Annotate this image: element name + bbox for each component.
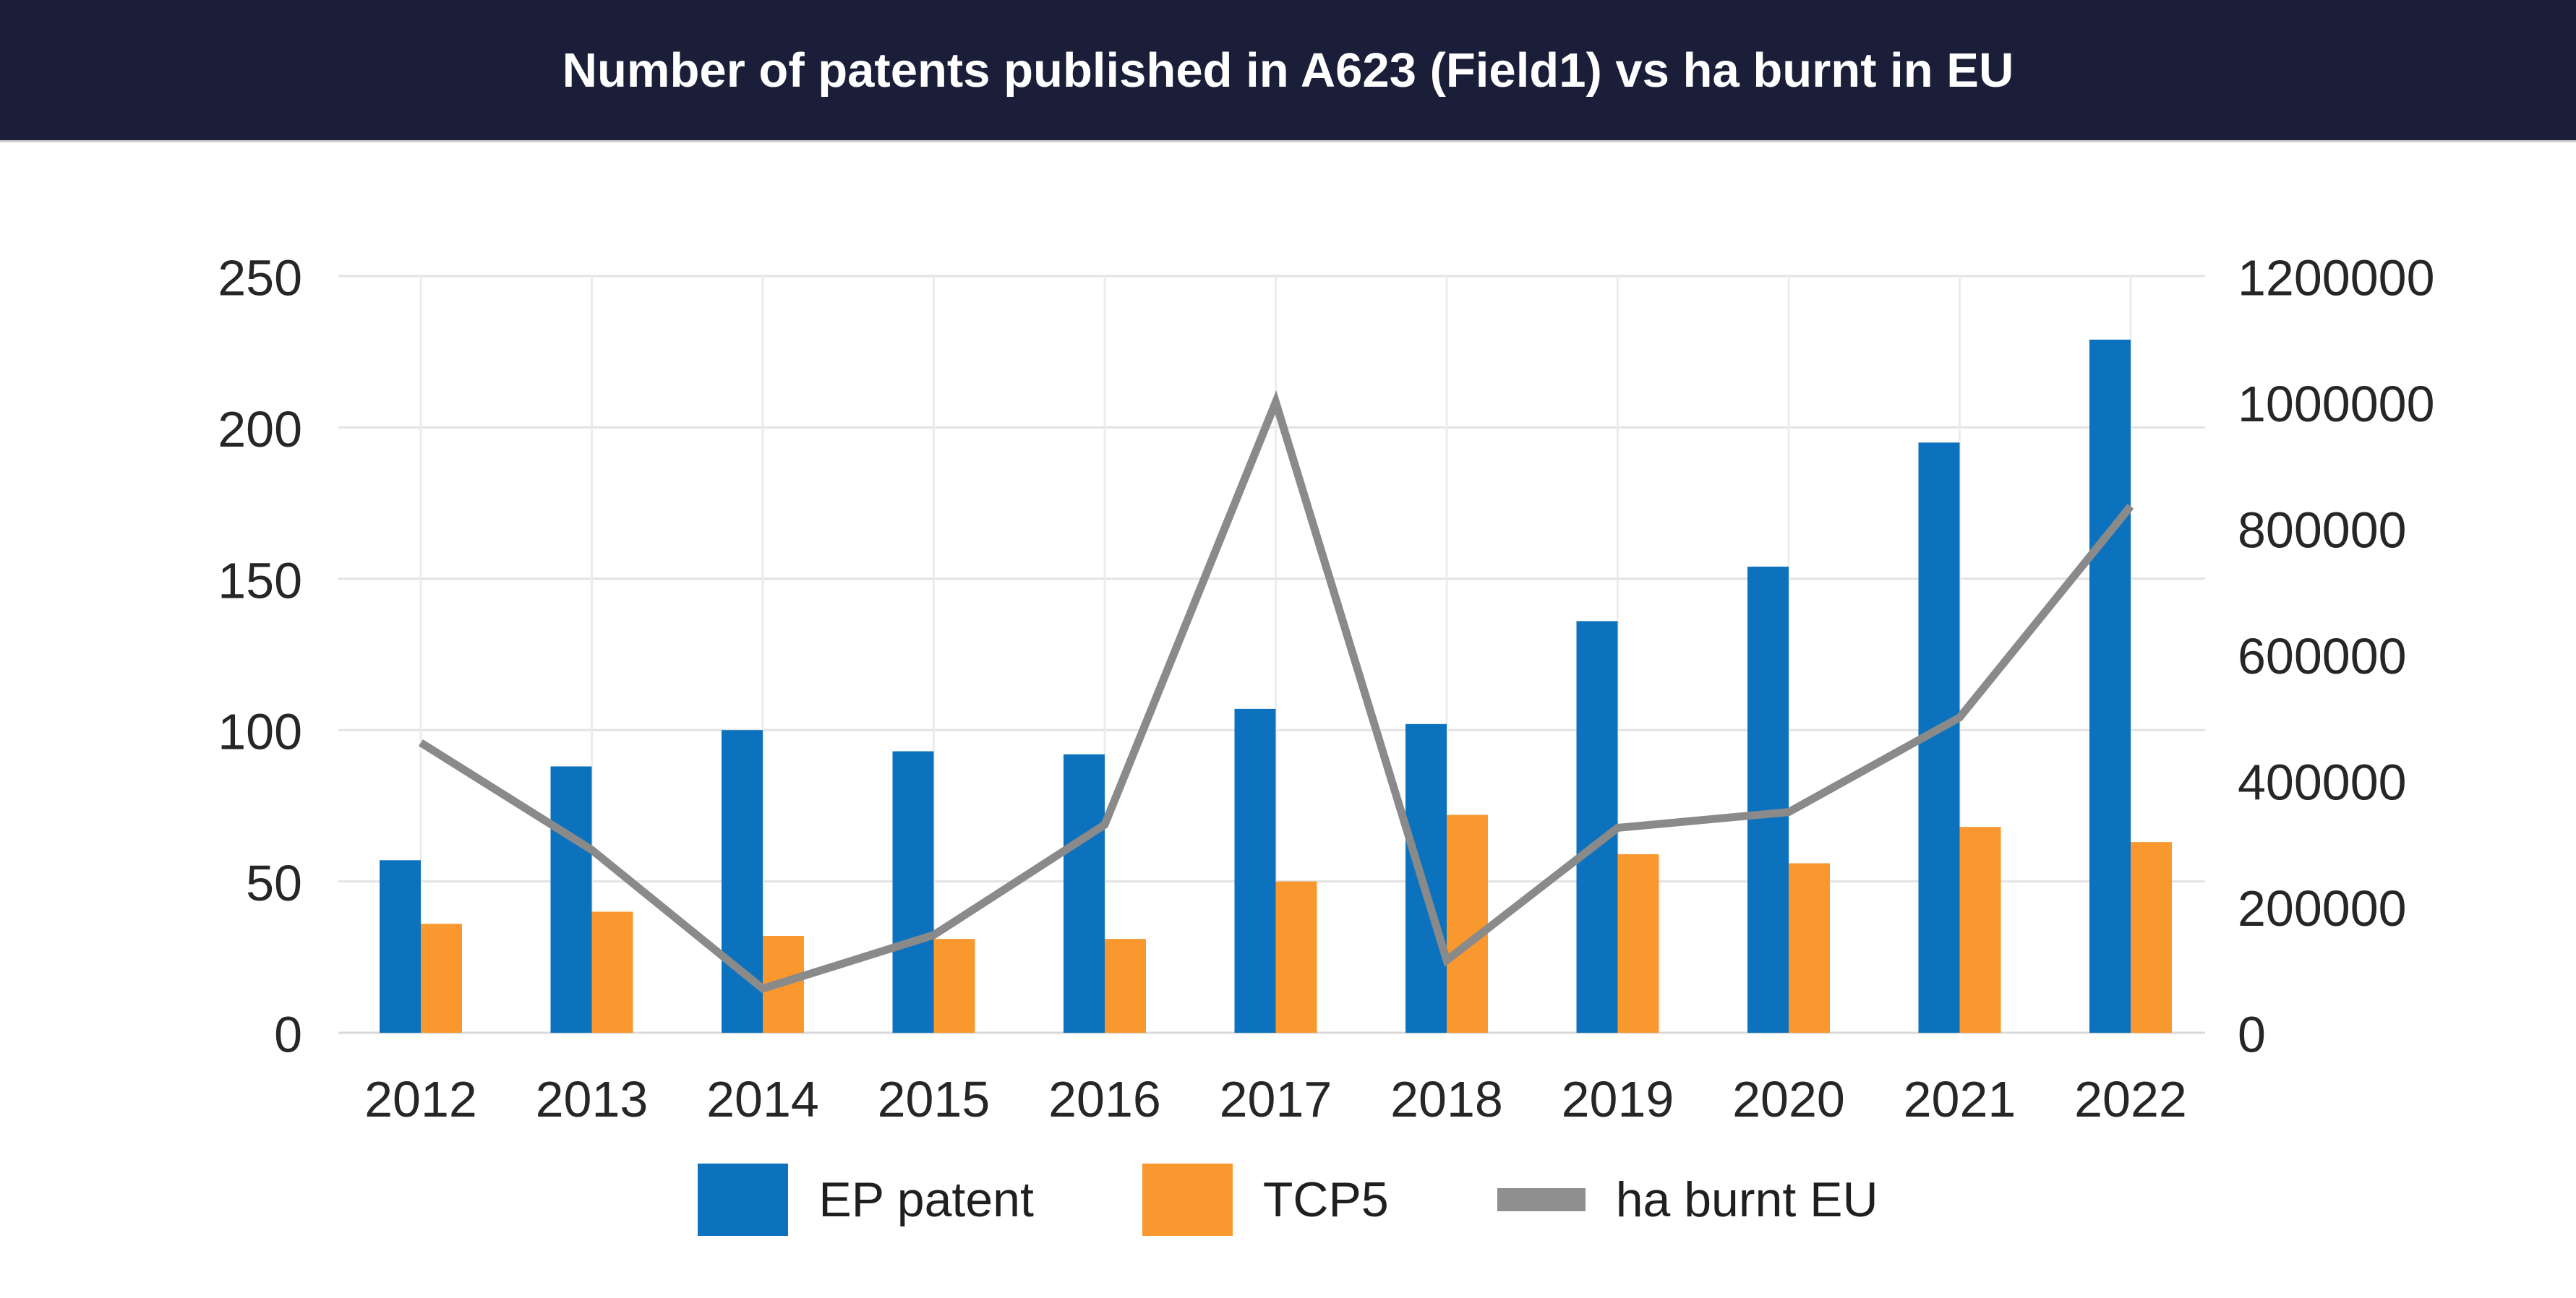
bar-ep-patent-2017 [1234,708,1276,1033]
y-axis-tick-right: 1000000 [2238,376,2435,432]
legend: EP patent TCP5 ha burnt EU [0,1149,2576,1250]
y-axis-tick-right: 1200000 [2238,249,2435,306]
legend-swatch-tcp5 [1142,1164,1233,1236]
bar-ep-patent-2013 [550,766,592,1033]
y-axis-tick-right: 800000 [2238,502,2407,558]
y-axis-tick-right: 400000 [2238,754,2407,810]
y-axis-tick-left: 200 [218,401,302,457]
bar-tcp5-2017 [1275,881,1317,1033]
chart-title: Number of patents published in A623 (Fie… [562,43,2014,98]
bar-tcp5-2013 [591,911,633,1033]
legend-item-ha-burnt-eu: ha burnt EU [1497,1172,1878,1228]
bar-tcp5-2021 [1959,827,2001,1033]
bar-ep-patent-2022 [2089,339,2131,1033]
legend-label-tcp5: TCP5 [1262,1172,1389,1227]
bar-ep-patent-2020 [1747,567,1789,1033]
y-axis-tick-left: 100 [218,704,302,760]
legend-item-ep-patent: EP patent [698,1164,1034,1236]
bar-tcp5-2015 [933,939,975,1033]
y-axis-tick-right: 200000 [2238,880,2407,937]
bar-tcp5-2012 [421,924,462,1033]
x-axis-label-2014: 2014 [706,1071,819,1127]
x-axis-label-2020: 2020 [1732,1071,1845,1127]
legend-swatch-ha-burnt-eu [1497,1188,1586,1211]
bar-ep-patent-2015 [892,751,934,1033]
y-axis-tick-left: 50 [246,855,302,911]
x-axis-label-2022: 2022 [2074,1071,2187,1127]
y-axis-tick-left: 0 [274,1006,302,1062]
bar-ep-patent-2019 [1576,621,1618,1033]
bar-ep-patent-2012 [380,860,421,1033]
x-axis-label-2012: 2012 [364,1071,477,1127]
x-axis-label-2018: 2018 [1390,1071,1503,1127]
x-axis-label-2021: 2021 [1904,1071,2016,1127]
bar-tcp5-2018 [1447,815,1488,1033]
bar-ep-patent-2016 [1064,754,1105,1033]
y-axis-tick-right: 0 [2238,1006,2266,1062]
legend-label-ha-burnt-eu: ha burnt EU [1615,1172,1878,1227]
line-ha-burnt-eu [419,390,2134,994]
y-axis-tick-right: 600000 [2238,628,2407,684]
x-axis-label-2019: 2019 [1562,1071,1674,1127]
y-axis-tick-left: 150 [218,552,302,609]
bar-tcp5-2016 [1105,939,1146,1033]
title-bar: Number of patents published in A623 (Fie… [0,0,2576,142]
bar-tcp5-2020 [1789,863,1830,1033]
y-axis-tick-left: 250 [218,249,302,306]
legend-item-tcp5: TCP5 [1142,1164,1389,1236]
x-axis-label-2013: 2013 [536,1071,649,1127]
bar-tcp5-2019 [1617,854,1659,1033]
legend-label-ep-patent: EP patent [818,1172,1034,1227]
legend-swatch-ep-patent [698,1164,789,1236]
bar-tcp5-2022 [2131,842,2172,1033]
x-axis-label-2016: 2016 [1048,1071,1161,1127]
x-axis-label-2017: 2017 [1220,1071,1332,1127]
x-axis-label-2015: 2015 [878,1071,990,1127]
bar-ep-patent-2018 [1405,723,1447,1033]
